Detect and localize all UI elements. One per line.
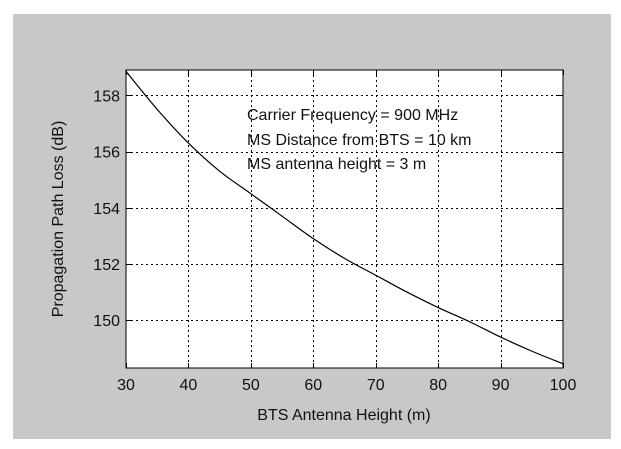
- x-tick-label: 80: [429, 377, 447, 394]
- annotation-ms-distance: MS Distance from BTS = 10 km: [247, 132, 472, 149]
- y-tick-label: 156: [93, 145, 120, 162]
- x-tick-label: 90: [492, 377, 510, 394]
- x-axis-tick-labels: 30 40 50 60 70 80 90 100: [117, 377, 576, 394]
- y-tick-label: 152: [93, 257, 120, 274]
- x-tick-label: 100: [550, 377, 577, 394]
- plot-frame: [125, 69, 564, 369]
- annotation-carrier-frequency: Carrier Frequency = 900 MHz: [247, 107, 458, 124]
- y-tick-label: 154: [93, 201, 120, 218]
- y-axis-tick-labels: 150 152 154 156 158: [93, 88, 120, 330]
- y-tick-label: 158: [93, 88, 120, 105]
- annotation-ms-antenna-height: MS antenna height = 3 m: [247, 156, 426, 173]
- plot-area: [126, 70, 563, 368]
- series-line-0: [125, 71, 564, 365]
- x-tick-label: 70: [367, 377, 385, 394]
- series-layer: [125, 71, 564, 365]
- x-axis-label: BTS Antenna Height (m): [257, 407, 430, 424]
- x-tick-label: 60: [304, 377, 322, 394]
- y-tick-label: 150: [93, 313, 120, 330]
- x-tick-label: 30: [117, 377, 135, 394]
- tick-marks: [126, 70, 564, 368]
- x-tick-label: 40: [180, 377, 198, 394]
- x-tick-label: 50: [242, 377, 260, 394]
- y-axis-label: Propagation Path Loss (dB): [50, 121, 67, 318]
